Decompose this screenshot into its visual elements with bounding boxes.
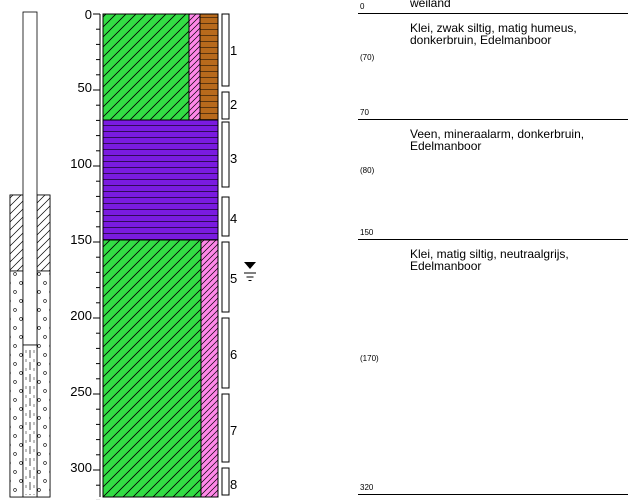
bottom-depth: 320 [360,483,374,492]
depth-tick-label: 300 [70,460,92,475]
gravel-pack-right [36,270,51,498]
sample-boxes [221,13,230,496]
depth-tick-label: 200 [70,308,92,323]
layer-description: Klei, zwak siltig, matig humeus, donkerb… [410,21,577,47]
sample-box [221,393,230,463]
sample-label: 4 [230,211,238,226]
depth-tick-label: 50 [77,80,92,95]
layer-separator [358,119,628,120]
sample-label: 6 [230,347,238,362]
layer-1-humus-band [199,13,219,121]
layer-top-depth: 0 [360,2,365,11]
surface-label: weiland [410,0,451,10]
sample-label: 1 [230,43,238,58]
layer-separator [358,239,628,240]
well-diagram [9,11,51,498]
layer-description: Klei, matig siltig, neutraalgrijs, Edelm… [410,247,569,273]
sample-label: 5 [230,271,238,286]
layer-1-silt-band [188,13,201,121]
sample-box [221,91,230,120]
gravel-pack-left [9,270,24,498]
bottom-separator [358,494,628,495]
layer-top-depth: 70 [360,108,369,117]
depth-tick-label: 0 [84,7,92,22]
well-filter-screen [22,344,38,498]
sample-label: 8 [230,477,238,492]
layer-description: Veen, mineraalarm, donkerbruin, Edelmanb… [410,127,585,153]
soil-column [102,13,219,498]
layer-separator [358,13,628,14]
sample-label: 7 [230,423,238,438]
sample-label: 2 [230,97,238,112]
bentonite-seal-left [9,194,24,272]
sample-label: 3 [230,151,238,166]
groundwater-level-icon [244,262,256,281]
sample-box [221,196,230,237]
layer-3-main [102,239,202,498]
sample-box [221,13,230,87]
sample-box [221,121,230,188]
bentonite-seal-right [36,194,51,272]
layer-1-main [102,13,190,121]
layer-thickness: (70) [360,53,375,62]
well-pipe [22,11,38,346]
sample-box [221,241,230,313]
layer-2-peat [102,119,219,241]
depth-tick-label: 150 [70,232,92,247]
layer-3-silt-band [200,239,219,498]
depth-tick-label: 100 [70,156,92,171]
sample-box [221,317,230,389]
sample-box [221,467,230,496]
layer-top-depth: 150 [360,228,374,237]
layer-thickness: (80) [360,166,375,175]
layer-thickness: (170) [360,354,379,363]
depth-tick-label: 250 [70,384,92,399]
depth-axis [93,13,101,500]
